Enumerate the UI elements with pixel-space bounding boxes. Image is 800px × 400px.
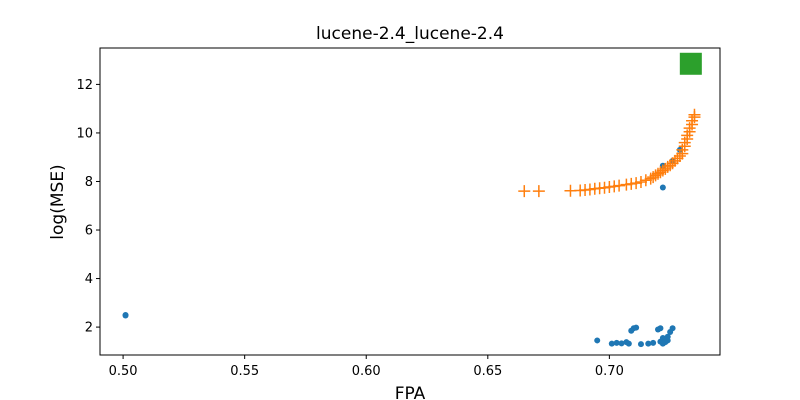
data-point-series-2-18 (644, 172, 657, 185)
data-point-series-1-12 (637, 341, 644, 348)
data-point-series-1-25 (669, 325, 676, 332)
y-axis-label: log(MSE) (48, 164, 68, 239)
x-tick-label: 0.70 (595, 364, 624, 379)
data-point-series-1-4 (608, 340, 615, 347)
data-point-series-2-16 (634, 175, 647, 188)
data-point-series-1-14 (650, 339, 657, 346)
data-point-series-1-13 (645, 340, 652, 347)
y-tick-label: 12 (76, 78, 93, 93)
data-point-series-1-11 (633, 324, 640, 331)
x-tick-label: 0.60 (352, 364, 381, 379)
x-tick-label: 0.65 (473, 364, 502, 379)
data-point-series-2-29 (671, 152, 684, 165)
data-point-series-1-23 (664, 337, 671, 344)
plot-area (122, 52, 702, 348)
data-point-series-1-3 (594, 337, 601, 344)
y-tick-label: 8 (85, 175, 93, 190)
data-point-series-2-12 (613, 179, 626, 192)
data-point-series-2-15 (630, 177, 643, 190)
data-point-series-2-30 (673, 149, 686, 162)
y-tick-label: 2 (85, 321, 93, 336)
data-point-series-1-5 (613, 339, 620, 346)
axes-frame (99, 47, 721, 356)
y-tick-label: 6 (85, 224, 93, 239)
chart-title: lucene-2.4_lucene-2.4 (316, 24, 504, 44)
x-tick-label: 0.50 (109, 364, 138, 379)
data-point-series-2-27 (666, 157, 679, 170)
data-point-series-3-1 (679, 52, 702, 75)
data-point-series-2-2 (532, 185, 545, 198)
axis-ticks: 0.50 0.55 0.60 0.65 0.70 2 4 6 8 10 12 (76, 78, 623, 379)
data-point-series-1-16 (657, 325, 664, 332)
data-point-series-1-26 (659, 184, 666, 191)
y-tick-label: 10 (76, 126, 93, 141)
data-point-series-2-1 (518, 185, 531, 198)
data-point-series-2-28 (669, 154, 682, 167)
x-tick-label: 0.55 (230, 364, 259, 379)
y-tick-label: 4 (85, 272, 93, 287)
data-point-series-1-6 (618, 340, 625, 347)
data-point-series-2-17 (639, 174, 652, 187)
x-axis-label: FPA (395, 384, 426, 400)
data-point-series-2-20 (649, 169, 662, 182)
data-point-series-1-8 (625, 340, 632, 347)
data-point-series-2-42 (688, 108, 701, 121)
data-point-series-2-21 (652, 167, 664, 180)
data-point-series-1-2 (122, 312, 129, 319)
